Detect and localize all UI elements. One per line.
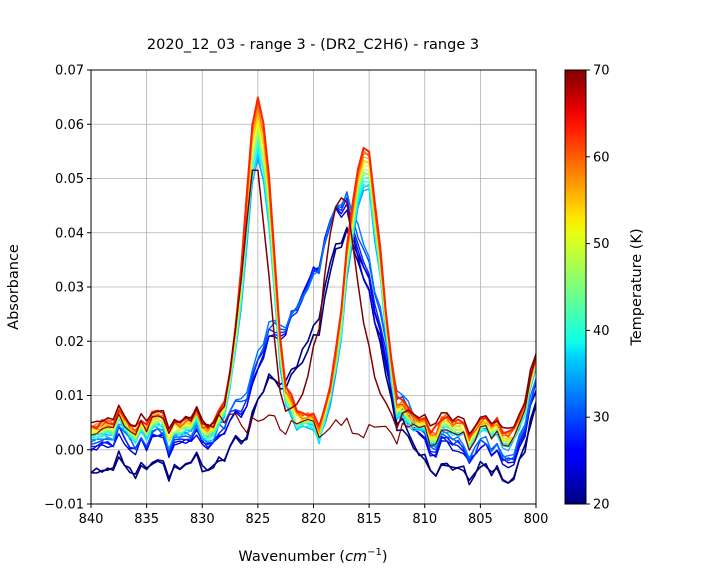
y-tick-label: 0.01 bbox=[55, 389, 84, 404]
y-axis-ticks: −0.01 0.00 0.01 0.02 0.03 0.04 0.05 0.06 0.07 bbox=[44, 64, 91, 513]
x-axis-label-close: ) bbox=[382, 549, 388, 565]
x-axis-label-main: Wavenumber ( bbox=[238, 549, 345, 565]
x-tick-label: 830 bbox=[190, 512, 215, 527]
colorbar bbox=[564, 69, 587, 505]
x-tick-label: 805 bbox=[468, 512, 493, 527]
spectrum-series-line bbox=[91, 149, 536, 448]
y-tick-label: 0.03 bbox=[55, 281, 84, 296]
spectrum-series-line bbox=[91, 158, 536, 452]
spectrum-series-line bbox=[91, 226, 536, 484]
x-axis-label-exponent: −1 bbox=[367, 547, 382, 558]
x-axis-label: Wavenumber (cm−1) bbox=[238, 547, 387, 565]
spectrum-series-line bbox=[91, 96, 536, 438]
x-tick-label: 825 bbox=[245, 512, 270, 527]
spectrum-series-line bbox=[91, 191, 536, 462]
spectrum-series-line bbox=[91, 349, 536, 451]
y-tick-label: 0.07 bbox=[55, 64, 84, 79]
spectrum-series-line bbox=[91, 136, 536, 449]
y-axis-label: Absorbance bbox=[6, 244, 22, 330]
y-tick-label: −0.01 bbox=[44, 498, 84, 513]
spectrum-series-line bbox=[91, 153, 536, 450]
y-tick-label: 0.00 bbox=[55, 443, 84, 458]
x-tick-label: 820 bbox=[301, 512, 326, 527]
spectrum-series-line bbox=[91, 114, 536, 440]
colorbar-tick-label: 70 bbox=[593, 64, 610, 79]
spectrum-series-line bbox=[91, 127, 536, 445]
spectrum-series-line bbox=[91, 169, 536, 435]
spectrum-series-line bbox=[91, 145, 536, 445]
colorbar-tick-label: 20 bbox=[593, 498, 610, 513]
x-tick-label: 840 bbox=[79, 512, 104, 527]
y-tick-label: 0.02 bbox=[55, 335, 84, 350]
spectrum-series-line bbox=[91, 118, 536, 442]
x-tick-label: 835 bbox=[134, 512, 159, 527]
y-tick-label: 0.05 bbox=[55, 172, 84, 187]
x-axis-label-unit: cm bbox=[345, 549, 367, 565]
chart-title: 2020_12_03 - range 3 - (DR2_C2H6) - rang… bbox=[147, 37, 479, 53]
y-tick-label: 0.06 bbox=[55, 118, 84, 133]
x-tick-label: 800 bbox=[524, 512, 549, 527]
colorbar-label: Temperature (K) bbox=[629, 228, 645, 346]
spectrum-series-line bbox=[91, 229, 536, 486]
spectrum-series-line bbox=[91, 131, 536, 447]
colorbar-tick-label: 40 bbox=[593, 324, 610, 339]
x-axis-ticks: 840 835 830 825 820 815 810 805 800 bbox=[79, 504, 549, 527]
x-tick-label: 810 bbox=[412, 512, 437, 527]
colorbar-tick-label: 50 bbox=[593, 237, 610, 252]
spectrum-series-line bbox=[91, 140, 536, 445]
grid-lines bbox=[91, 70, 536, 504]
x-tick-label: 815 bbox=[357, 512, 382, 527]
series-group bbox=[91, 96, 536, 486]
y-tick-label: 0.04 bbox=[55, 226, 84, 241]
colorbar-tick-label: 30 bbox=[593, 411, 610, 426]
colorbar-ticks: 20 30 40 50 60 70 bbox=[586, 64, 610, 513]
colorbar-tick-label: 60 bbox=[593, 150, 610, 165]
